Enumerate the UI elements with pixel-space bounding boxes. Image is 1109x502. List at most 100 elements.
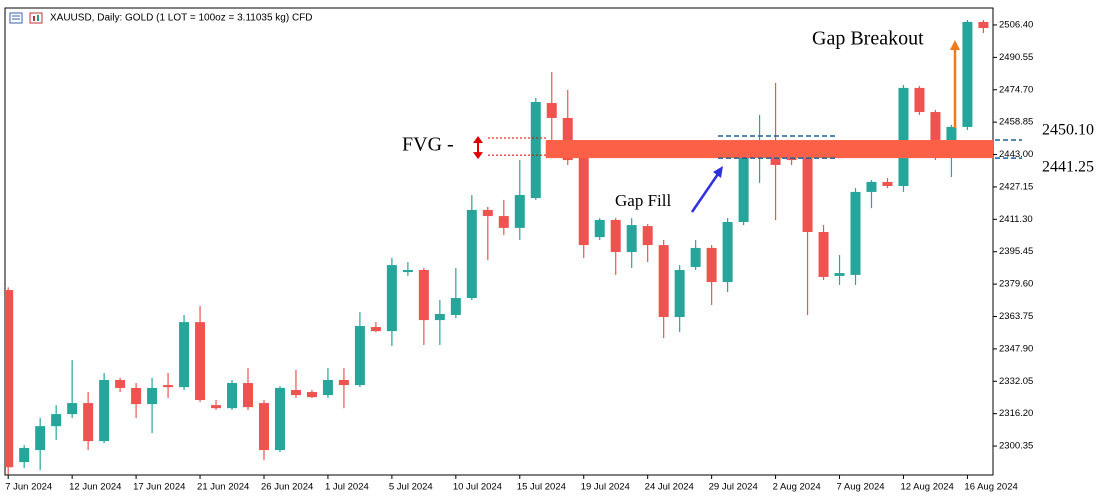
candle-body xyxy=(163,385,174,388)
plot-area xyxy=(5,20,993,475)
candle-body xyxy=(258,403,269,451)
fvg-zone xyxy=(545,140,993,159)
candle-body xyxy=(354,326,365,386)
y-tick-label: 2347.90 xyxy=(999,343,1033,354)
candle-body xyxy=(866,181,877,192)
x-tick-label: 16 Aug 2024 xyxy=(964,482,1017,493)
candle-body xyxy=(450,298,461,315)
candle-body xyxy=(99,379,110,442)
candle-body xyxy=(466,209,477,299)
fvg-arrow-head xyxy=(473,136,483,144)
candle-body xyxy=(850,191,861,275)
plot-frame xyxy=(4,7,994,476)
x-tick-label: 7 Aug 2024 xyxy=(837,482,885,493)
y-tick-label: 2458.85 xyxy=(999,117,1033,128)
candle-body xyxy=(402,270,413,273)
candle-body xyxy=(306,392,317,398)
candle-body xyxy=(211,405,222,409)
candle-body xyxy=(227,383,238,409)
candle-body xyxy=(706,247,717,283)
x-tick-label: 24 Jul 2024 xyxy=(645,482,694,493)
y-tick-label: 2474.70 xyxy=(999,84,1033,95)
candle-body xyxy=(338,379,349,386)
chart-title: XAUUSD, Daily: GOLD (1 LOT = 100oz = 3.1… xyxy=(50,13,313,24)
candle-body xyxy=(498,216,509,228)
x-tick-label: 21 Jun 2024 xyxy=(197,482,249,493)
candle-body xyxy=(35,426,46,451)
x-tick-label: 2 Aug 2024 xyxy=(773,482,821,493)
candle-body xyxy=(690,247,701,267)
x-tick-label: 15 Jul 2024 xyxy=(517,482,566,493)
candle-body xyxy=(243,383,254,408)
candle-body xyxy=(386,265,397,332)
candle-body xyxy=(195,322,206,400)
candle-body xyxy=(610,219,621,253)
y-tick-label: 2490.55 xyxy=(999,52,1033,63)
header-icons xyxy=(9,12,43,24)
breakout-arrow-head xyxy=(950,40,960,50)
x-tick-label: 12 Aug 2024 xyxy=(900,482,953,493)
candle-body xyxy=(882,181,893,187)
candle-body xyxy=(738,150,749,222)
candle-body xyxy=(978,21,989,29)
x-tick-label: 12 Jun 2024 xyxy=(69,482,121,493)
candle-body xyxy=(594,219,605,238)
y-tick-label: 2363.75 xyxy=(999,311,1033,322)
candle-body xyxy=(658,245,669,318)
y-tick-label: 2332.05 xyxy=(999,376,1033,387)
gap-fill-arrow-head xyxy=(713,166,723,178)
x-tick-label: 1 Jul 2024 xyxy=(325,482,369,493)
candle-body xyxy=(482,209,493,217)
candle-body xyxy=(51,414,62,427)
candle-body xyxy=(722,221,733,283)
gap-fill-arrow xyxy=(690,173,720,213)
candle-body xyxy=(562,117,573,161)
candle-body xyxy=(674,270,685,318)
x-tick-label: 19 Jul 2024 xyxy=(581,482,630,493)
fvg-arrow-head xyxy=(473,152,483,160)
y-tick-label: 2300.35 xyxy=(999,441,1033,452)
x-tick-label: 10 Jul 2024 xyxy=(453,482,502,493)
candle-body xyxy=(930,112,941,141)
candle-body xyxy=(434,313,445,321)
y-tick-label: 2395.45 xyxy=(999,246,1033,257)
candle-body xyxy=(546,103,557,118)
x-tick-label: 5 Jul 2024 xyxy=(389,482,433,493)
candle-body xyxy=(274,387,285,451)
candle-body xyxy=(962,21,973,127)
candle-body xyxy=(147,387,158,405)
gap-fill-label: Gap Fill xyxy=(615,191,671,210)
candle-body xyxy=(578,158,589,246)
candle-body xyxy=(67,403,78,415)
x-tick-label: 7 Jun 2024 xyxy=(5,482,52,493)
y-tick-label: 2443.00 xyxy=(999,149,1033,160)
x-tick-label: 26 Jun 2024 xyxy=(261,482,313,493)
candle-body xyxy=(834,273,845,276)
y-tick-label: 2427.15 xyxy=(999,181,1033,192)
x-tick-label: 17 Jun 2024 xyxy=(133,482,185,493)
candle-body xyxy=(802,158,813,232)
y-tick-label: 2316.20 xyxy=(999,408,1033,419)
candle-body xyxy=(290,389,301,396)
candle-body xyxy=(19,448,30,463)
y-tick-label: 2379.60 xyxy=(999,279,1033,290)
candle-body xyxy=(115,379,126,388)
candle-body xyxy=(626,225,637,253)
candle-body xyxy=(818,231,829,277)
candle-body xyxy=(83,403,94,442)
x-tick-label: 29 Jul 2024 xyxy=(709,482,758,493)
zone-bottom-label: 2441.25 xyxy=(1042,159,1094,176)
candle-body xyxy=(131,387,142,405)
annotations: FVG - Gap Fill Gap Breakout 2450.10 2441… xyxy=(402,28,1094,210)
zone-top-label: 2450.10 xyxy=(1042,122,1094,139)
candle-body xyxy=(5,290,14,468)
gap-breakout-label: Gap Breakout xyxy=(812,28,924,50)
fvg-label: FVG - xyxy=(402,134,454,156)
candle-body xyxy=(946,126,957,141)
candle-body xyxy=(418,270,429,321)
candle-body xyxy=(322,379,333,396)
candle-body xyxy=(898,87,909,187)
y-tick-label: 2411.30 xyxy=(999,214,1033,225)
candle-body xyxy=(530,102,541,199)
